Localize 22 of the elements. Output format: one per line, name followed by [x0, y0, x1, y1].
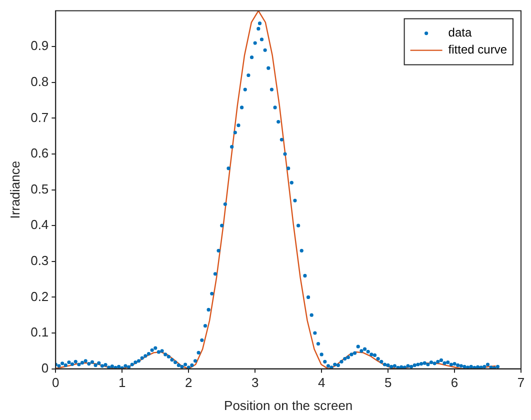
x-tick-label: 6 — [450, 375, 458, 390]
y-tick-label: 0.1 — [30, 324, 49, 340]
y-tick-label: 0.2 — [30, 288, 49, 304]
legend-label: data — [448, 26, 472, 40]
y-tick-label: 0.3 — [30, 252, 49, 268]
x-tick-label: 2 — [185, 375, 192, 390]
y-tick-label: 0.6 — [30, 146, 49, 161]
x-tick-label: 4 — [318, 375, 326, 390]
x-axis-title: Position on the screen — [224, 398, 353, 413]
legend-label: fitted curve — [448, 42, 508, 57]
x-tick-label: 5 — [384, 375, 392, 390]
y-tick-label: 0.9 — [30, 38, 49, 54]
x-tick-label: 1 — [118, 375, 126, 390]
y-tick-label: 0.4 — [30, 217, 49, 232]
x-tick-label: 3 — [251, 375, 259, 390]
y-tick-label: 0.5 — [30, 181, 49, 196]
y-tick-label: 0.8 — [30, 74, 49, 89]
x-tick-label: 0 — [52, 375, 60, 390]
x-tick-label: 7 — [517, 375, 525, 390]
y-tick-label: 0.7 — [30, 110, 49, 125]
y-axis-title: Irradiance — [7, 160, 22, 219]
y-tick-label: 0 — [41, 360, 49, 376]
